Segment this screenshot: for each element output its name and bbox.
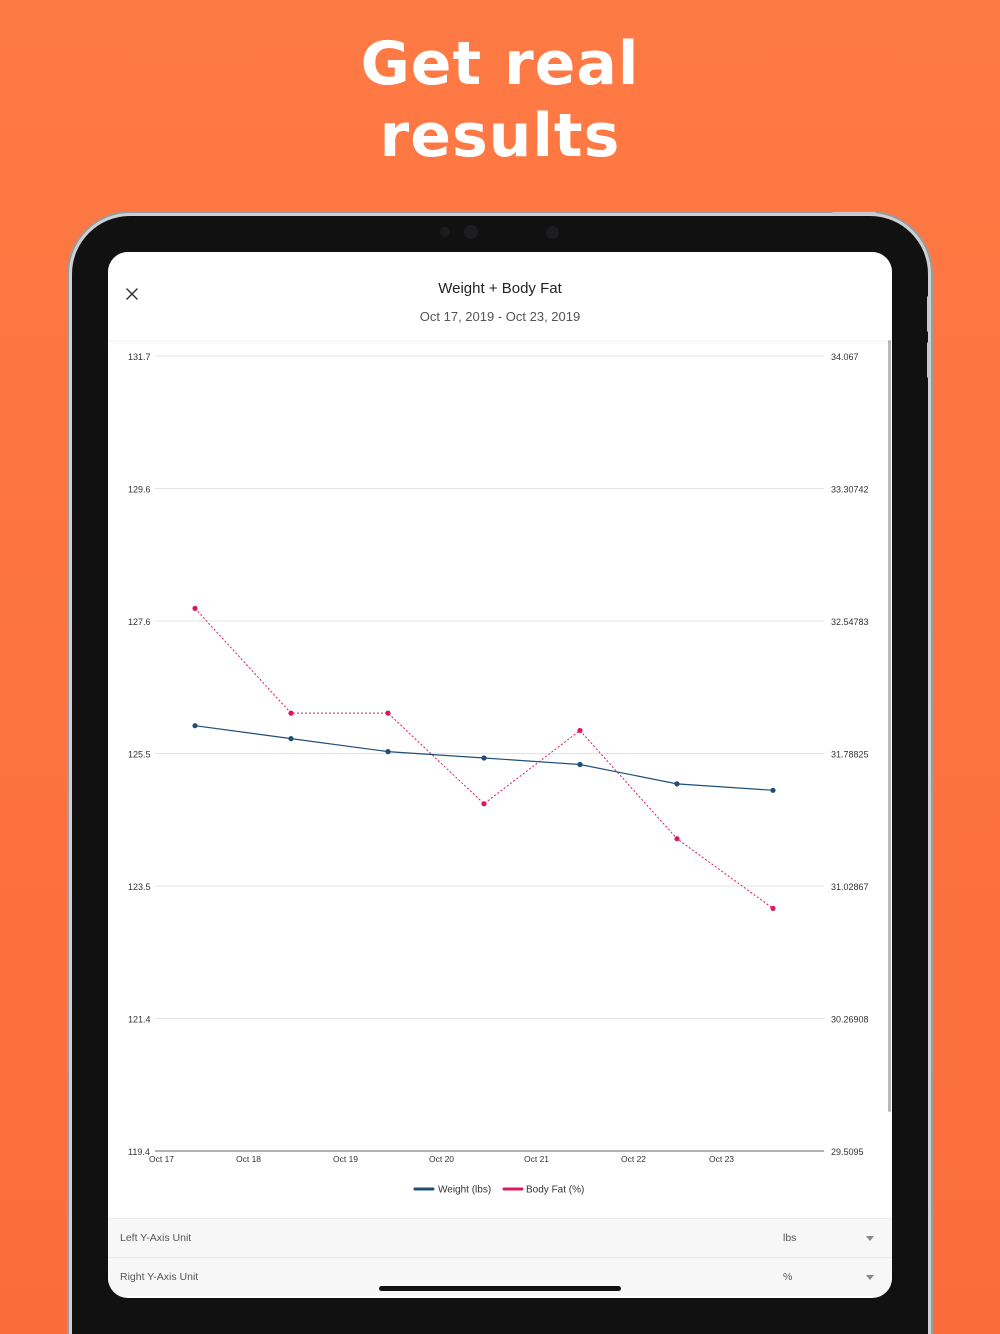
bodyfat-data-point <box>770 905 776 912</box>
weight-data-point <box>192 723 198 729</box>
weight-data-point <box>674 781 680 787</box>
weight-data-point <box>481 755 487 761</box>
side-button-volume-up <box>927 296 930 332</box>
right-axis-unit-value: % <box>783 1271 793 1283</box>
bodyfat-data-point <box>674 836 680 842</box>
close-icon <box>126 288 138 300</box>
chevron-down-icon <box>866 1275 874 1280</box>
right-axis-unit-label: Right Y-Axis Unit <box>120 1271 199 1283</box>
left-y-tick-label: 131.7 <box>128 352 151 362</box>
legend-weight-label: Weight (lbs) <box>438 1185 491 1196</box>
chevron-down-icon <box>866 1236 874 1241</box>
bodyfat-data-point <box>577 727 583 734</box>
sensor-dot <box>440 227 450 237</box>
bodyfat-data-point <box>385 710 391 716</box>
left-y-tick-label: 121.4 <box>128 1015 151 1025</box>
right-y-tick-label: 32.54783 <box>831 617 869 627</box>
right-y-tick-label: 33.30742 <box>831 485 869 495</box>
weight-data-point <box>385 749 391 755</box>
scrollbar[interactable] <box>888 340 891 1112</box>
weight-data-point <box>288 736 294 742</box>
x-tick-label: Oct 23 <box>709 1154 734 1164</box>
bodyfat-data-point <box>481 801 487 807</box>
x-tick-label: Oct 22 <box>621 1154 646 1164</box>
left-y-tick-label: 127.6 <box>128 617 151 627</box>
weight-data-point <box>770 787 776 793</box>
side-button-volume-down <box>927 342 930 378</box>
headline-line-1: Get real <box>360 29 640 99</box>
app-screen: Weight + Body Fat Oct 17, 2019 - Oct 23,… <box>108 252 892 1298</box>
right-y-tick-label: 29.5095 <box>831 1147 864 1157</box>
right-y-tick-label: 31.78825 <box>831 750 869 760</box>
x-tick-label: Oct 20 <box>429 1154 454 1164</box>
right-y-tick-label: 30.26908 <box>831 1015 869 1025</box>
legend-bodyfat-label: Body Fat (%) <box>526 1185 584 1196</box>
x-tick-label: Oct 19 <box>333 1154 358 1164</box>
close-button[interactable] <box>116 278 148 310</box>
sensor-dot-right <box>546 226 559 239</box>
home-indicator <box>379 1286 621 1291</box>
left-y-tick-label: 119.4 <box>128 1147 150 1157</box>
modal-header: Weight + Body Fat Oct 17, 2019 - Oct 23,… <box>108 252 892 340</box>
right-y-tick-label: 34.067 <box>831 352 859 362</box>
left-y-tick-label: 123.5 <box>128 882 151 892</box>
headline: Get real results <box>0 28 1000 172</box>
right-y-tick-label: 31.02867 <box>831 882 869 892</box>
camera-icon <box>464 225 478 239</box>
page-title: Weight + Body Fat <box>438 280 562 297</box>
x-tick-label: Oct 17 <box>149 1154 174 1164</box>
weight-data-point <box>577 761 583 768</box>
bodyfat-data-point <box>288 710 294 716</box>
left-y-tick-label: 125.5 <box>128 750 151 760</box>
headline-line-2: results <box>379 101 621 171</box>
x-tick-label: Oct 18 <box>236 1154 261 1164</box>
left-axis-unit-label: Left Y-Axis Unit <box>120 1232 192 1244</box>
left-y-tick-label: 129.6 <box>128 485 151 495</box>
x-tick-label: Oct 21 <box>524 1154 549 1164</box>
left-axis-unit-row[interactable]: Left Y-Axis Unit lbs <box>108 1218 892 1257</box>
weight-bodyfat-chart: 131.7 34.067 129.6 33.30742 127.6 32.54783 125… <box>128 352 869 1196</box>
chart-area: 131.7 34.067 129.6 33.30742 127.6 32.54783 125… <box>108 340 892 1220</box>
date-range: Oct 17, 2019 - Oct 23, 2019 <box>419 309 581 324</box>
left-axis-unit-value: lbs <box>783 1232 797 1244</box>
right-axis-unit-row[interactable]: Right Y-Axis Unit % <box>108 1257 892 1296</box>
side-button-top <box>832 212 876 215</box>
bodyfat-data-point <box>192 605 198 611</box>
